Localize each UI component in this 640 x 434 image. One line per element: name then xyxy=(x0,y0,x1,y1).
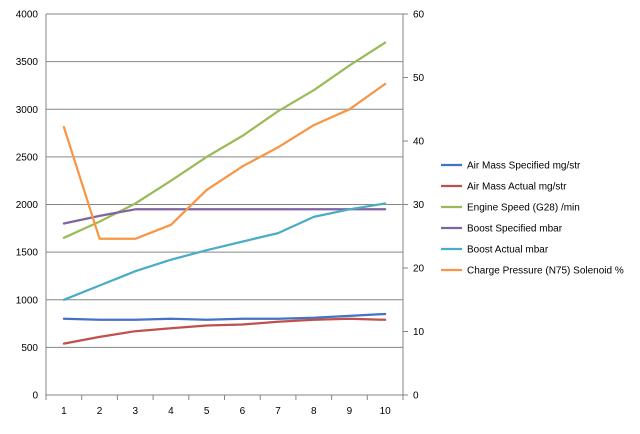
y-tick-label: 2000 xyxy=(16,200,39,211)
y-tick-label: 0 xyxy=(32,391,38,402)
x-tick-label: 9 xyxy=(347,406,353,417)
y2-tick-label: 50 xyxy=(413,73,425,84)
y-tick-label: 3500 xyxy=(16,57,39,68)
x-tick-label: 10 xyxy=(380,406,392,417)
x-tick-label: 1 xyxy=(61,406,67,417)
series-line-6 xyxy=(62,82,387,240)
y-tick-label: 500 xyxy=(21,343,38,354)
gridlines xyxy=(46,13,403,396)
y2-tick-label: 0 xyxy=(413,391,419,402)
x-tick-label: 8 xyxy=(311,406,317,417)
y2-tick-label: 30 xyxy=(413,200,425,211)
y-tick-label: 1500 xyxy=(16,248,39,259)
x-tick-label: 6 xyxy=(240,406,246,417)
legend-label: Air Mass Actual mg/str xyxy=(467,182,567,193)
x-tick-label: 3 xyxy=(132,406,138,417)
legend-label: Boost Actual mbar xyxy=(467,245,549,256)
y2-tick-label: 10 xyxy=(413,327,425,338)
y-tick-label: 4000 xyxy=(16,10,39,21)
legend-label: Engine Speed (G28) /min xyxy=(467,203,580,214)
series-line-1 xyxy=(62,312,387,321)
y2-tick-label: 60 xyxy=(413,10,425,21)
series-line-4 xyxy=(62,208,387,225)
legend-label: Air Mass Specified mg/str xyxy=(467,161,581,172)
series-line-5 xyxy=(62,202,387,301)
x-tick-label: 5 xyxy=(204,406,210,417)
y2-tick-label: 20 xyxy=(413,264,425,275)
axes: 0 500 1000 1500 2000 2500 3000 3500 4000 0 10 20 30 4… xyxy=(16,10,425,418)
legend-label: Boost Specified mbar xyxy=(467,224,563,235)
x-tick-label: 4 xyxy=(168,406,174,417)
series-line-2 xyxy=(62,317,387,345)
legend: Air Mass Specified mg/str Air Mass Actual… xyxy=(441,161,624,277)
x-tick-label: 2 xyxy=(97,406,103,417)
x-tick-label: 7 xyxy=(275,406,281,417)
series-lines xyxy=(62,41,387,345)
y2-tick-label: 40 xyxy=(413,137,425,148)
y-tick-label: 3000 xyxy=(16,105,39,116)
y-tick-label: 1000 xyxy=(16,295,39,306)
y-tick-label: 2500 xyxy=(16,152,39,163)
legend-label: Charge Pressure (N75) Solenoid % xyxy=(467,266,624,277)
